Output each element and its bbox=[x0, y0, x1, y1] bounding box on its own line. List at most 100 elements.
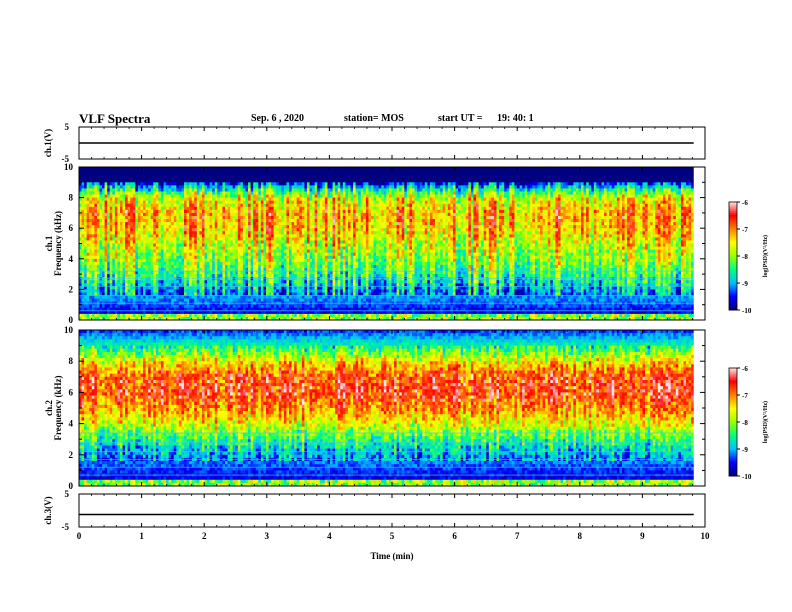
spectrogram-cell bbox=[140, 191, 144, 195]
spectrogram-cell bbox=[171, 222, 175, 226]
spectrogram-cell bbox=[117, 219, 121, 223]
spectrogram-cell bbox=[148, 219, 152, 223]
spectrogram-cell bbox=[86, 255, 90, 260]
spectrogram-cell bbox=[309, 222, 313, 226]
spectrogram-cell bbox=[294, 289, 298, 293]
spectrogram-cell bbox=[317, 225, 321, 229]
spectrogram-cell bbox=[107, 222, 111, 226]
spectrogram-cell bbox=[207, 258, 211, 263]
spectrogram-cell bbox=[301, 170, 305, 174]
spectrogram-cell bbox=[299, 194, 303, 198]
spectrogram-cell bbox=[278, 298, 282, 303]
spectrogram-cell bbox=[178, 249, 182, 254]
spectrogram-cell bbox=[122, 307, 126, 312]
spectrogram-cell bbox=[84, 292, 88, 296]
spectrogram-cell bbox=[265, 200, 269, 205]
spectrogram-cell bbox=[114, 274, 118, 278]
spectrogram-cell bbox=[230, 255, 234, 260]
spectrogram-cell bbox=[89, 246, 93, 251]
spectrogram-cell bbox=[199, 182, 203, 186]
spectrogram-cell bbox=[171, 191, 175, 195]
spectrogram-cell bbox=[130, 212, 134, 217]
spectrogram-cell bbox=[314, 179, 318, 183]
spectrogram-cell bbox=[89, 255, 93, 260]
spectrogram-cell bbox=[222, 170, 226, 174]
spectrogram-cell bbox=[245, 246, 249, 251]
spectrogram-cell bbox=[104, 228, 108, 232]
spectrogram-cell bbox=[271, 255, 275, 260]
spectrogram-cell bbox=[140, 295, 144, 299]
spectrogram-cell bbox=[207, 316, 211, 321]
spectrogram-cell bbox=[332, 200, 336, 205]
spectrogram-cell bbox=[317, 243, 321, 247]
spectrogram-cell bbox=[227, 274, 231, 278]
spectrogram-cell bbox=[255, 261, 259, 266]
spectrogram-cell bbox=[263, 264, 267, 269]
spectrogram-cell bbox=[309, 313, 313, 318]
spectrogram-cell bbox=[150, 304, 154, 309]
spectrogram-cell bbox=[219, 231, 223, 235]
spectrogram-cell bbox=[306, 197, 310, 202]
spectrogram-cell bbox=[130, 173, 134, 177]
spectrogram-cell bbox=[140, 313, 144, 318]
spectrogram-cell bbox=[278, 206, 282, 211]
spectrogram-cell bbox=[248, 261, 252, 266]
spectrogram-cell bbox=[265, 304, 269, 309]
spectrogram-cell bbox=[319, 173, 323, 177]
spectrogram-cell bbox=[171, 179, 175, 183]
spectrogram-cell bbox=[299, 237, 303, 241]
spectrogram-cell bbox=[132, 246, 136, 251]
spectrogram-cell bbox=[235, 179, 239, 183]
spectrogram-cell bbox=[137, 200, 141, 205]
spectrogram-cell bbox=[260, 234, 264, 238]
spectrogram-cell bbox=[127, 182, 131, 186]
spectrogram-cell bbox=[273, 243, 277, 247]
spectrogram-cell bbox=[109, 234, 113, 238]
spectrogram-cell bbox=[107, 271, 111, 275]
spectrogram-cell bbox=[166, 219, 170, 223]
spectrogram-cell bbox=[145, 286, 149, 290]
spectrogram-cell bbox=[214, 289, 218, 293]
spectrogram-cell bbox=[327, 274, 331, 278]
spectrogram-cell bbox=[291, 280, 295, 284]
spectrogram-cell bbox=[194, 283, 198, 287]
spectrogram-cell bbox=[196, 313, 200, 318]
spectrogram-cell bbox=[104, 209, 108, 214]
spectrogram-cell bbox=[201, 289, 205, 293]
spectrogram-cell bbox=[332, 267, 336, 272]
spectrogram-cell bbox=[130, 316, 134, 321]
spectrogram-cell bbox=[81, 295, 85, 299]
spectrogram-cell bbox=[79, 197, 82, 202]
spectrogram-cell bbox=[84, 249, 88, 254]
spectrogram-cell bbox=[137, 258, 141, 263]
spectrogram-cell bbox=[194, 286, 198, 290]
spectrogram-cell bbox=[107, 212, 111, 217]
spectrogram-cell bbox=[186, 212, 190, 217]
spectrogram-cell bbox=[181, 307, 185, 312]
spectrogram-cell bbox=[140, 234, 144, 238]
spectrogram-cell bbox=[227, 170, 231, 174]
spectrogram-cell bbox=[160, 307, 164, 312]
spectrogram-cell bbox=[112, 307, 116, 312]
spectrogram-cell bbox=[127, 280, 131, 284]
spectrogram-cell bbox=[204, 316, 208, 321]
spectrogram-cell bbox=[145, 197, 149, 202]
spectrogram-cell bbox=[176, 197, 180, 202]
spectrogram-cell bbox=[178, 258, 182, 263]
spectrogram-cell bbox=[317, 313, 321, 318]
spectrogram-cell bbox=[184, 298, 187, 303]
spectrogram-cell bbox=[79, 179, 82, 183]
spectrogram-cell bbox=[273, 200, 277, 205]
spectrogram-cell bbox=[199, 304, 203, 309]
spectrogram-cell bbox=[91, 225, 95, 229]
spectrogram-cell bbox=[306, 209, 310, 214]
spectrogram-cell bbox=[158, 261, 162, 266]
spectrogram-cell bbox=[104, 286, 108, 290]
spectrogram-cell bbox=[166, 176, 170, 180]
spectrogram-cell bbox=[81, 255, 85, 260]
spectrogram-cell bbox=[306, 274, 310, 278]
spectrogram-cell bbox=[232, 246, 236, 251]
spectrogram-cell bbox=[301, 231, 305, 235]
spectrogram-cell bbox=[286, 283, 290, 287]
spectrogram-cell bbox=[114, 283, 118, 287]
